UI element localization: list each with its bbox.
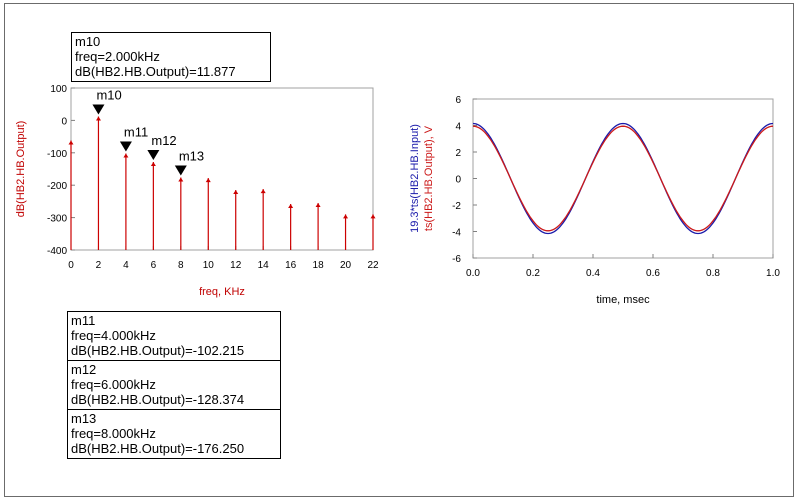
x-tick-label-1: 18 <box>313 260 325 271</box>
y-tick-label-2: -4 <box>452 228 461 239</box>
marker-freq: freq=2.000kHz <box>75 49 160 64</box>
spectrum-bar-tip <box>68 140 74 145</box>
marker-expr: dB(HB2.HB.Output)= <box>75 64 197 79</box>
spectrum-bar-tip <box>370 214 376 219</box>
y-tick-label-2: 0 <box>455 175 461 186</box>
x-tick-label-2: 0.8 <box>706 268 720 279</box>
marker-triangle <box>147 149 160 160</box>
marker-name: m13 <box>71 411 97 426</box>
marker-value: 11.877 <box>196 64 236 79</box>
x-tick-label-1: 14 <box>258 260 270 271</box>
x-tick-label-1: 12 <box>230 260 242 271</box>
spectrum-bar-tip <box>205 178 211 183</box>
marker-label: m12 <box>151 133 176 148</box>
y-tick-label-2: 6 <box>455 95 461 106</box>
spectrum-bar-tip <box>150 161 156 166</box>
marker-box-m10: m10 freq=2.000kHz dB(HB2.HB.Output)=11.8… <box>71 32 271 82</box>
x-tick-label-1: 6 <box>151 260 157 271</box>
figure-frame <box>4 3 794 497</box>
marker-expr: dB(HB2.HB.Output)= <box>71 392 193 407</box>
x-tick-label-1: 16 <box>285 260 297 271</box>
spectrum-bar-tip <box>288 203 294 208</box>
y-tick-label-1: -300 <box>47 214 67 225</box>
marker-value: -176.250 <box>192 441 245 456</box>
x-tick-label-1: 8 <box>178 260 184 271</box>
marker-label: m11 <box>124 125 148 140</box>
y-tick-label-2: 4 <box>455 122 461 133</box>
marker-box-m13: m13 freq=8.000kHz dB(HB2.HB.Output)=-176… <box>67 409 281 459</box>
spectrum-bar-tip <box>260 189 266 194</box>
series-line-input <box>472 122 774 235</box>
y-tick-label-1: -100 <box>47 149 67 160</box>
y-axis-label-2-output: ts(HB2.HB.Output), V <box>423 125 435 231</box>
x-tick-label-2: 0.6 <box>646 268 660 279</box>
x-tick-label-1: 22 <box>367 260 379 271</box>
marker-name: m11 <box>71 313 96 328</box>
spectrum-bar-tip <box>123 153 129 158</box>
marker-name: m12 <box>71 362 97 377</box>
y-tick-label-2: -2 <box>452 201 461 212</box>
marker-expr: dB(HB2.HB.Output)= <box>71 441 193 456</box>
marker-triangle <box>174 165 187 176</box>
plot-area-1 <box>70 87 374 251</box>
y-axis-label-1: dB(HB2.HB.Output) <box>15 121 27 218</box>
spectrum-bar-tip <box>95 116 101 121</box>
x-tick-label-1: 0 <box>68 260 74 271</box>
y-tick-label-2: -6 <box>452 254 461 265</box>
spectrum-bar-tip <box>178 177 184 182</box>
marker-value: -102.215 <box>192 343 245 358</box>
y-tick-label-1: -400 <box>47 246 67 257</box>
marker-triangle <box>119 141 132 152</box>
marker-label: m13 <box>179 149 204 164</box>
marker-label: m10 <box>96 88 121 103</box>
y-tick-label-1: 0 <box>61 116 67 127</box>
marker-box-m12: m12 freq=6.000kHz dB(HB2.HB.Output)=-128… <box>67 360 281 410</box>
y-tick-label-1: 100 <box>50 84 67 95</box>
marker-expr: dB(HB2.HB.Output)= <box>71 343 193 358</box>
marker-name: m10 <box>75 34 101 49</box>
x-tick-label-2: 0.4 <box>586 268 600 279</box>
spectrum-bar-tip <box>233 190 239 195</box>
x-axis-label-1: freq, KHz <box>199 286 245 298</box>
x-tick-label-1: 2 <box>96 260 102 271</box>
marker-freq: freq=8.000kHz <box>71 426 156 441</box>
marker-freq: freq=4.000kHz <box>71 328 156 343</box>
x-tick-label-1: 4 <box>123 260 129 271</box>
spectrum-bar-tip <box>343 214 349 219</box>
series-line-output <box>472 125 774 232</box>
x-tick-label-1: 10 <box>203 260 215 271</box>
x-tick-label-2: 1.0 <box>766 268 780 279</box>
x-tick-label-2: 0.0 <box>466 268 480 279</box>
y-axis-label-2-input: 19.3*ts(HB2.HB.Input) <box>409 124 421 233</box>
x-axis-label-2: time, msec <box>596 294 650 306</box>
y-tick-label-2: 2 <box>455 148 461 159</box>
marker-value: -128.374 <box>192 392 245 407</box>
y-tick-label-1: -200 <box>47 181 67 192</box>
x-tick-label-1: 20 <box>340 260 352 271</box>
x-tick-label-2: 0.2 <box>526 268 540 279</box>
spectrum-bar-tip <box>315 203 321 208</box>
marker-freq: freq=6.000kHz <box>71 377 156 392</box>
marker-triangle <box>92 104 105 115</box>
marker-box-m11: m11 freq=4.000kHz dB(HB2.HB.Output)=-102… <box>67 311 281 361</box>
